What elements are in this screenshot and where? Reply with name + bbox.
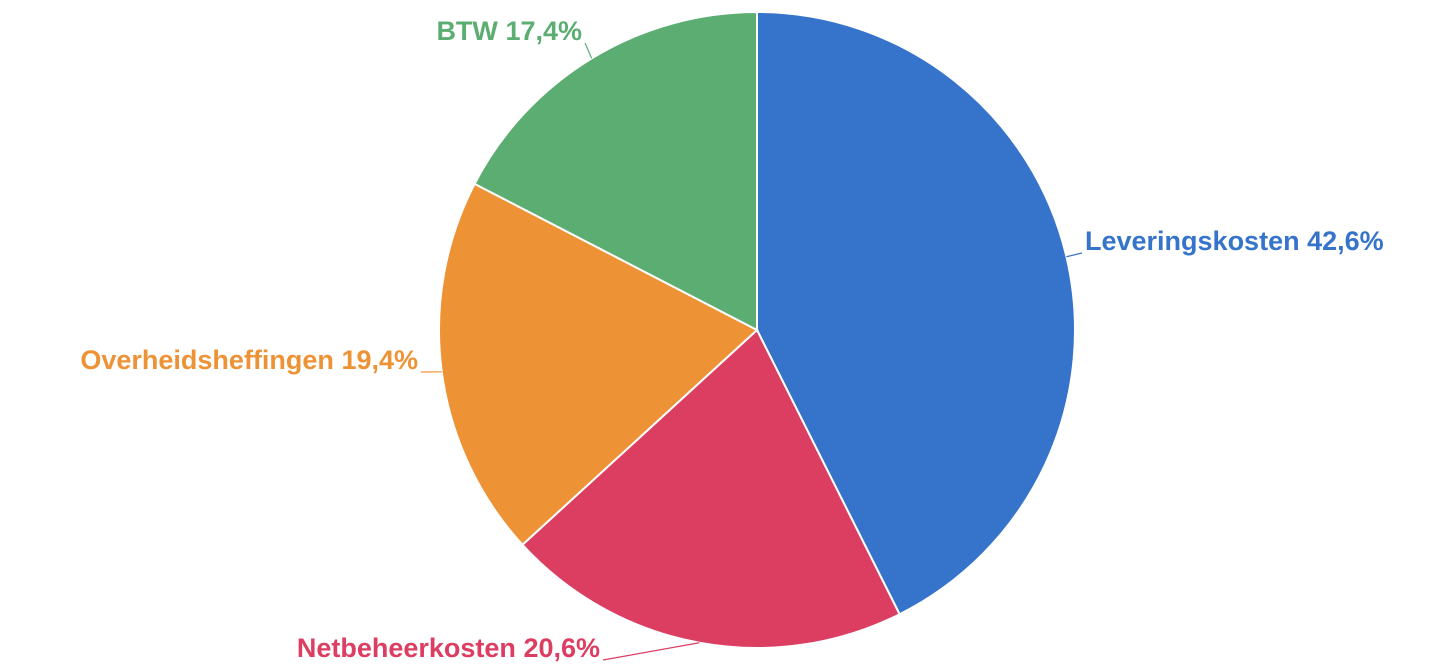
pie-slice bbox=[521, 328, 901, 649]
leader-line bbox=[584, 42, 593, 59]
pie-slice bbox=[473, 10, 758, 332]
slice-value: 42,6% bbox=[1307, 226, 1384, 256]
slice-category: Leveringskosten bbox=[1085, 226, 1300, 256]
slice-value: 17,4% bbox=[505, 16, 582, 46]
slice-label: Netbeheerkosten 20,6% bbox=[297, 633, 600, 663]
leader-line bbox=[602, 642, 700, 661]
slice-value: 20,6% bbox=[523, 633, 600, 663]
slice-label: Leveringskosten 42,6% bbox=[1085, 226, 1384, 256]
slice-category: Overheidsheffingen bbox=[80, 345, 334, 375]
slice-category: BTW bbox=[436, 16, 498, 46]
slice-label: BTW 17,4% bbox=[436, 16, 582, 46]
slice-value: 19,4% bbox=[341, 345, 418, 375]
pie-slice bbox=[438, 182, 759, 547]
slice-category: Netbeheerkosten bbox=[297, 633, 516, 663]
leader-line bbox=[1066, 252, 1083, 258]
slice-label: Overheidsheffingen 19,4% bbox=[80, 345, 418, 375]
